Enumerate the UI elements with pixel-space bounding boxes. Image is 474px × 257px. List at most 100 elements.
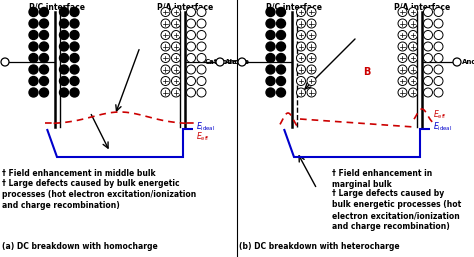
Circle shape [398, 65, 407, 74]
Circle shape [398, 19, 407, 28]
Circle shape [60, 42, 69, 51]
Circle shape [276, 31, 285, 40]
Circle shape [434, 53, 443, 62]
Circle shape [29, 31, 38, 40]
Circle shape [70, 77, 79, 86]
Circle shape [70, 88, 79, 97]
Circle shape [39, 19, 48, 28]
Circle shape [276, 88, 285, 97]
Circle shape [409, 31, 418, 40]
Circle shape [398, 7, 407, 16]
Circle shape [29, 65, 38, 74]
Circle shape [453, 58, 461, 66]
Circle shape [39, 31, 48, 40]
Circle shape [60, 88, 69, 97]
Circle shape [186, 31, 195, 40]
Circle shape [39, 65, 48, 74]
Circle shape [398, 88, 407, 97]
Circle shape [29, 19, 38, 28]
Circle shape [307, 42, 316, 51]
Circle shape [276, 7, 285, 16]
Circle shape [423, 19, 432, 28]
Circle shape [70, 7, 79, 16]
Circle shape [161, 31, 170, 40]
Circle shape [409, 42, 418, 51]
Circle shape [197, 7, 206, 16]
Circle shape [266, 19, 275, 28]
Circle shape [39, 77, 48, 86]
Circle shape [434, 31, 443, 40]
Circle shape [172, 19, 181, 28]
Circle shape [197, 65, 206, 74]
Text: † Field enhancement in middle bulk: † Field enhancement in middle bulk [2, 169, 155, 178]
Circle shape [197, 42, 206, 51]
Circle shape [172, 77, 181, 86]
Circle shape [39, 53, 48, 62]
Circle shape [409, 19, 418, 28]
Circle shape [60, 31, 69, 40]
Circle shape [60, 19, 69, 28]
Circle shape [398, 31, 407, 40]
Circle shape [1, 58, 9, 66]
Circle shape [29, 7, 38, 16]
Circle shape [398, 42, 407, 51]
Circle shape [70, 31, 79, 40]
Text: Anode: Anode [225, 59, 250, 65]
Circle shape [276, 42, 285, 51]
Circle shape [172, 65, 181, 74]
Circle shape [434, 88, 443, 97]
Circle shape [409, 7, 418, 16]
Circle shape [29, 77, 38, 86]
Text: B: B [363, 67, 371, 77]
Circle shape [307, 88, 316, 97]
Circle shape [238, 58, 246, 66]
Text: Cathode: Cathode [0, 59, 1, 65]
Circle shape [409, 53, 418, 62]
Circle shape [197, 31, 206, 40]
Circle shape [172, 31, 181, 40]
Circle shape [70, 65, 79, 74]
Circle shape [60, 53, 69, 62]
Circle shape [266, 53, 275, 62]
Circle shape [186, 7, 195, 16]
Circle shape [423, 65, 432, 74]
Circle shape [197, 53, 206, 62]
Text: Anode: Anode [462, 59, 474, 65]
Circle shape [398, 77, 407, 86]
Text: A: A [297, 78, 303, 87]
Circle shape [423, 42, 432, 51]
Circle shape [60, 7, 69, 16]
Circle shape [434, 7, 443, 16]
Circle shape [39, 42, 48, 51]
Circle shape [297, 77, 306, 86]
Circle shape [423, 53, 432, 62]
Circle shape [266, 42, 275, 51]
Circle shape [297, 53, 306, 62]
Circle shape [172, 88, 181, 97]
Text: † Large defects caused by
bulk energetic processes (hot
electron excitation/ioni: † Large defects caused by bulk energetic… [332, 189, 461, 231]
Text: $E_{\rm ideal}$: $E_{\rm ideal}$ [433, 121, 452, 133]
Circle shape [161, 19, 170, 28]
Circle shape [297, 7, 306, 16]
Circle shape [297, 42, 306, 51]
Circle shape [70, 42, 79, 51]
Circle shape [266, 88, 275, 97]
Circle shape [409, 77, 418, 86]
Circle shape [266, 7, 275, 16]
Circle shape [60, 65, 69, 74]
Text: $E_{\rm eff}$: $E_{\rm eff}$ [196, 131, 210, 143]
Circle shape [423, 88, 432, 97]
Circle shape [186, 42, 195, 51]
Circle shape [307, 65, 316, 74]
Text: † Large defects caused by bulk energetic
processes (hot electron excitation/ioni: † Large defects caused by bulk energetic… [2, 179, 196, 210]
Text: (a) DC breakdown with homocharge: (a) DC breakdown with homocharge [2, 242, 158, 251]
Circle shape [161, 53, 170, 62]
Circle shape [307, 53, 316, 62]
Circle shape [434, 19, 443, 28]
Text: $E_{\rm ideal}$: $E_{\rm ideal}$ [196, 121, 215, 133]
Circle shape [266, 65, 275, 74]
Circle shape [276, 65, 285, 74]
Circle shape [172, 42, 181, 51]
Circle shape [423, 77, 432, 86]
Circle shape [276, 77, 285, 86]
